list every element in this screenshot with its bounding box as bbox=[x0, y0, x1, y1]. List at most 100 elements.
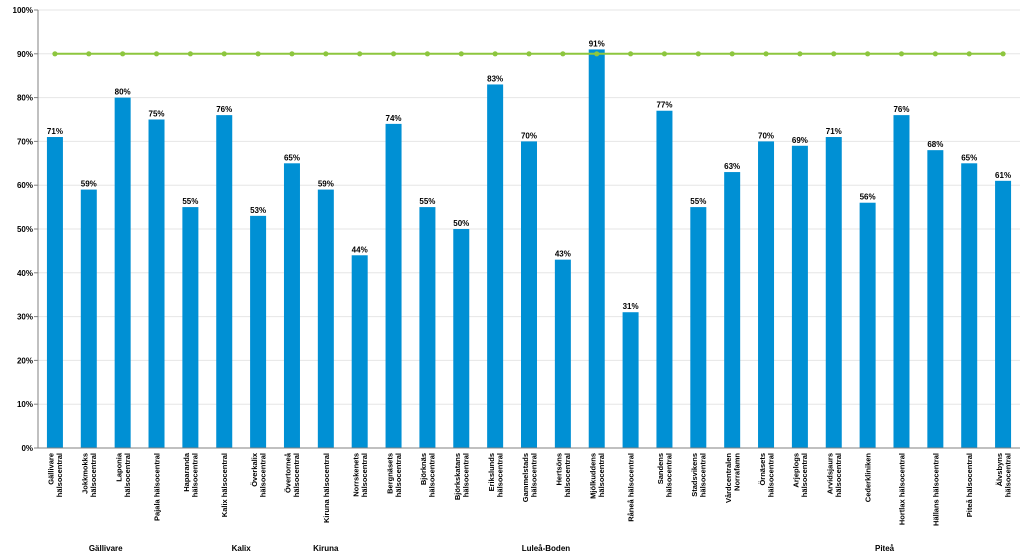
bar-value-label: 75% bbox=[149, 110, 165, 119]
x-category-label: Laponia bbox=[114, 452, 123, 482]
axes bbox=[37, 10, 1020, 449]
bar-value-label: 77% bbox=[656, 101, 672, 110]
group-label: Gällivare bbox=[89, 544, 123, 553]
bar bbox=[622, 312, 639, 448]
bar-value-label: 71% bbox=[826, 127, 842, 136]
x-category-label: hälsocentral bbox=[462, 453, 471, 497]
x-category-label: Örnäsets bbox=[758, 453, 767, 486]
value-labels: 71% 59% 80% 75% 55% 76% 53% 65% 59% 44% 74% 55% 50% 8… bbox=[47, 39, 1011, 311]
bar bbox=[80, 189, 97, 448]
x-category-label: hälsocentral bbox=[258, 453, 267, 497]
x-category-label: hälsocentral bbox=[1003, 453, 1012, 497]
target-marker bbox=[390, 51, 397, 57]
target-marker bbox=[831, 51, 837, 57]
x-category-label: Sandens bbox=[656, 453, 665, 484]
x-category-label: Övertorneå bbox=[284, 452, 293, 493]
target-marker bbox=[729, 51, 735, 57]
x-category: Björkskatans hälsocentral bbox=[453, 453, 471, 500]
bar bbox=[554, 259, 571, 448]
bar-value-label: 80% bbox=[115, 88, 131, 97]
x-category-label: Haparanda bbox=[182, 452, 191, 492]
target-marker bbox=[424, 51, 431, 57]
target-marker bbox=[695, 51, 701, 57]
x-category-label: Hortlax hälsocentral bbox=[897, 453, 906, 525]
bar bbox=[46, 137, 63, 448]
x-category-label: hälsocentral bbox=[55, 453, 64, 497]
group-label: Kiruna bbox=[313, 544, 339, 553]
x-category-label: hälsocentral bbox=[834, 453, 843, 497]
x-category-label: Norrafamn bbox=[732, 453, 741, 491]
x-category: Mjölkuddens hälsocentral bbox=[588, 453, 606, 499]
x-category: Kiruna hälsocentral bbox=[322, 453, 331, 523]
target-marker bbox=[221, 51, 227, 57]
x-category-label: Stadsvikens bbox=[690, 453, 699, 497]
target-marker bbox=[932, 51, 938, 57]
x-category-label: hälsocentral bbox=[665, 453, 674, 497]
x-category: Kalix hälsocentral bbox=[220, 453, 229, 517]
x-category-label: Björknäs bbox=[419, 453, 428, 485]
x-category: Örnäsets hälsocentral bbox=[758, 453, 776, 497]
bar-value-label: 71% bbox=[47, 127, 63, 136]
y-axis-ticks: 0% 10% 20% 30% 40% 50% 60% 70% 80% 90% 100% bbox=[13, 6, 38, 453]
bar-value-label: 76% bbox=[893, 105, 909, 114]
y-tick-label: 70% bbox=[17, 137, 33, 146]
bar bbox=[216, 115, 233, 449]
x-category: Övertorneå hälsocentral bbox=[284, 452, 302, 497]
bar-value-label: 74% bbox=[386, 114, 402, 123]
x-category-label: Norrskenets bbox=[351, 453, 360, 497]
bar-value-label: 56% bbox=[860, 193, 876, 202]
bar-value-label: 55% bbox=[690, 197, 706, 206]
x-category: Cederkliniken bbox=[864, 453, 873, 503]
target-marker bbox=[120, 51, 126, 57]
x-category: Överkalix hälsocentral bbox=[250, 452, 268, 497]
x-category-label: Arjeplogs bbox=[792, 453, 801, 488]
x-category-label: Älvsbyns bbox=[995, 453, 1004, 486]
target-marker bbox=[323, 51, 329, 57]
y-tick-label: 50% bbox=[17, 225, 33, 234]
target-marker bbox=[661, 51, 668, 57]
x-category: Råneå hälsocentral bbox=[627, 453, 636, 522]
bar-value-label: 65% bbox=[961, 153, 977, 162]
x-category-label: Bergnäsets bbox=[385, 453, 394, 494]
x-category-label: hälsocentral bbox=[529, 453, 538, 497]
x-category: Stadsvikens hälsocentral bbox=[690, 453, 708, 497]
bars bbox=[46, 49, 1012, 449]
x-category-label: hälsocentral bbox=[699, 453, 708, 497]
x-category-label: hälsocentral bbox=[495, 453, 504, 497]
x-category-label: hälsocentral bbox=[766, 453, 775, 497]
x-category-label: Hällans hälsocentral bbox=[931, 453, 940, 526]
x-category-label: Björkskatans bbox=[453, 453, 462, 500]
bar-value-label: 68% bbox=[927, 140, 943, 149]
x-category-label: Cederkliniken bbox=[864, 453, 873, 503]
bar bbox=[182, 207, 199, 448]
bar bbox=[690, 207, 707, 448]
x-category-label: hälsocentral bbox=[563, 453, 572, 497]
bar-value-label: 59% bbox=[318, 180, 334, 189]
bar-value-label: 61% bbox=[995, 171, 1011, 180]
x-category-label: hälsocentral bbox=[292, 453, 301, 497]
x-category: Arjeplogs hälsocentral bbox=[792, 453, 810, 497]
x-category-label: Erikslunds bbox=[487, 453, 496, 491]
target-marker bbox=[255, 51, 261, 57]
bar bbox=[995, 180, 1012, 448]
group-labels: Gällivare Kalix Kiruna Luleå-Boden Piteå bbox=[89, 544, 895, 553]
bar bbox=[317, 189, 334, 448]
target-marker bbox=[357, 51, 363, 57]
x-category-label: hälsocentral bbox=[597, 453, 606, 497]
x-category-label: hälsocentral bbox=[428, 453, 437, 497]
bar bbox=[250, 215, 267, 448]
x-category-label: hälsocentral bbox=[394, 453, 403, 497]
bar bbox=[656, 110, 673, 449]
x-axis-labels: Gällivare hälsocentral Jokkmokks hälsocentr… bbox=[47, 452, 1013, 526]
target-marker bbox=[187, 51, 193, 57]
target-marker bbox=[594, 51, 600, 57]
x-category-label: hälsocentral bbox=[360, 453, 369, 497]
target-marker bbox=[627, 51, 634, 57]
bar bbox=[893, 115, 910, 449]
target-marker bbox=[52, 51, 58, 57]
bar-value-label: 70% bbox=[758, 131, 774, 140]
bar bbox=[588, 49, 605, 449]
x-category: Hertsöns hälsocentral bbox=[555, 453, 573, 497]
x-category: Bergnäsets hälsocentral bbox=[385, 453, 403, 497]
